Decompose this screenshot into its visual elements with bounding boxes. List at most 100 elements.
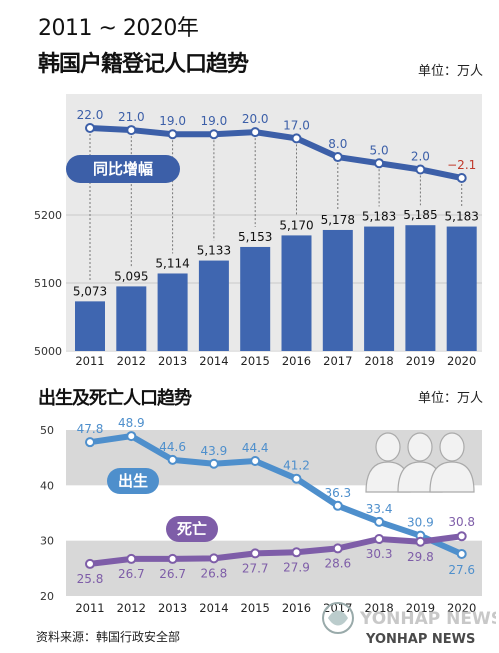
population-bar-label: 5,153 xyxy=(238,230,272,244)
deaths-point xyxy=(85,558,95,569)
population-bar-label: 5,183 xyxy=(445,210,479,224)
headline-years: 2011 ~ 2020年 xyxy=(38,16,199,41)
logo-eye-icon xyxy=(328,610,348,626)
population-bar-label: 5,178 xyxy=(321,213,355,227)
lower-y-tick-label: 30 xyxy=(40,535,54,548)
deaths-point xyxy=(456,531,467,542)
births-label: 43.9 xyxy=(201,444,228,458)
lower-x-tick-label: 2012 xyxy=(117,601,146,615)
population-bar-label: 5,185 xyxy=(403,208,437,222)
top-x-tick-label: 2012 xyxy=(117,354,146,368)
population-bar-label: 5,183 xyxy=(362,210,396,224)
growth-label: 20.0 xyxy=(242,112,269,126)
top-x-tick-label: 2011 xyxy=(75,354,104,368)
growth-point xyxy=(332,152,343,163)
person-head-icon xyxy=(439,432,465,462)
births-point xyxy=(332,500,343,511)
top-x-tick-label: 2017 xyxy=(323,354,352,368)
top-y-tick-label: 5100 xyxy=(34,277,62,290)
growth-label: 2.0 xyxy=(411,149,430,163)
growth-label: −2.1 xyxy=(447,158,476,172)
growth-point xyxy=(167,129,178,140)
growth-point xyxy=(208,129,219,140)
deaths-label: 26.7 xyxy=(159,567,186,581)
logo-circle-icon xyxy=(322,602,354,634)
top-x-tick-label: 2020 xyxy=(447,354,476,368)
population-bar xyxy=(116,286,147,351)
deaths-point xyxy=(332,543,343,554)
lower-x-tick-label: 2018 xyxy=(364,601,393,615)
growth-legend-label: 同比增幅 xyxy=(93,160,153,178)
lower-x-tick-label: 2016 xyxy=(282,601,311,615)
deaths-point xyxy=(291,547,302,558)
source-note: 资料来源：韩国行政安全部 xyxy=(36,630,181,644)
growth-label: 22.0 xyxy=(77,108,104,122)
population-bar-label: 5,133 xyxy=(197,244,231,258)
births-label: 47.8 xyxy=(77,422,104,436)
births-label: 41.2 xyxy=(283,459,310,473)
births-label: 36.3 xyxy=(324,486,351,500)
growth-label: 17.0 xyxy=(283,118,310,132)
births-label: 48.9 xyxy=(118,416,145,430)
growth-point xyxy=(291,133,302,144)
logo-wordmark: YONHAP NEWS xyxy=(359,609,496,629)
unit-label-top: 单位：万人 xyxy=(418,64,484,79)
births-label: 30.9 xyxy=(407,516,434,530)
births-point xyxy=(85,437,95,448)
population-bar xyxy=(405,225,436,351)
growth-label: 8.0 xyxy=(328,137,347,151)
deaths-label: 27.7 xyxy=(242,561,269,575)
deaths-label: 26.8 xyxy=(201,566,228,580)
lower-x-tick-label: 2020 xyxy=(447,601,476,615)
growth-point xyxy=(126,125,137,136)
deaths-label: 30.8 xyxy=(448,515,475,529)
births-legend-pill xyxy=(107,468,159,494)
lower-x-tick-label: 2015 xyxy=(241,601,270,615)
person-head-icon xyxy=(407,432,433,462)
deaths-label: 30.3 xyxy=(366,547,393,561)
population-bar xyxy=(75,301,105,351)
growth-label: 5.0 xyxy=(370,143,389,157)
deaths-legend-label: 死亡 xyxy=(177,520,207,538)
deaths-label: 27.9 xyxy=(283,560,310,574)
lower-y-tick-label: 20 xyxy=(40,590,54,603)
births-point xyxy=(291,473,302,484)
deaths-label: 26.7 xyxy=(118,567,145,581)
births-label: 33.4 xyxy=(366,502,393,516)
population-bar xyxy=(198,260,229,351)
births-legend-label: 出生 xyxy=(118,472,148,490)
population-bar-label: 5,095 xyxy=(114,269,148,283)
population-bar-label: 5,073 xyxy=(73,284,107,298)
logo-sub-wordmark: YONHAP NEWS xyxy=(365,632,475,647)
births-point xyxy=(167,454,178,465)
population-bar xyxy=(281,235,312,351)
lower-y-tick-label: 40 xyxy=(40,479,54,492)
lower-x-tick-label: 2014 xyxy=(199,601,228,615)
lower-x-tick-label: 2019 xyxy=(406,601,435,615)
top-y-tick-label: 5200 xyxy=(34,209,62,222)
births-label: 44.4 xyxy=(242,441,269,455)
top-x-tick-label: 2019 xyxy=(406,354,435,368)
population-bar xyxy=(240,246,271,351)
growth-point xyxy=(250,127,261,138)
deaths-line xyxy=(87,533,465,567)
growth-label: 21.0 xyxy=(118,110,145,124)
lower-x-tick-label: 2011 xyxy=(75,601,104,615)
births-point xyxy=(374,516,385,527)
top-x-tick-label: 2015 xyxy=(241,354,270,368)
top-y-tick-label: 5000 xyxy=(34,345,62,358)
deaths-point xyxy=(250,548,261,559)
headline-title: 韩国户籍登记人口趋势 xyxy=(38,52,249,77)
deaths-point xyxy=(208,553,219,564)
population-bar xyxy=(322,229,353,351)
top-x-tick-label: 2016 xyxy=(282,354,311,368)
growth-line xyxy=(87,125,465,181)
population-bar xyxy=(157,273,188,351)
growth-point xyxy=(374,158,385,169)
yonhap-logo: YONHAP NEWS YONHAP NEWS xyxy=(322,602,496,647)
growth-point xyxy=(85,123,95,133)
deaths-label: 28.6 xyxy=(324,556,351,570)
births-point xyxy=(456,548,467,559)
